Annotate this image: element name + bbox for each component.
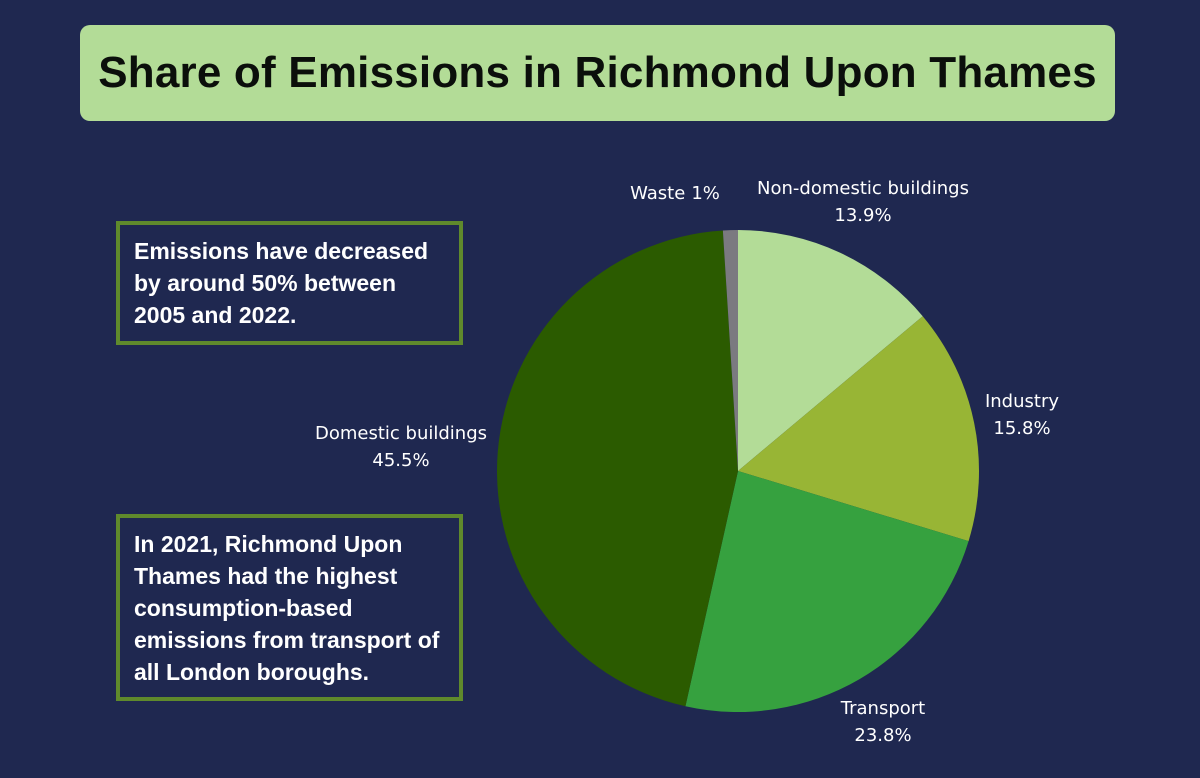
pie-slice-transport <box>685 471 969 713</box>
label-waste: Waste 1% <box>630 183 720 204</box>
label-industry-name: Industry <box>985 391 1059 412</box>
pie-slices <box>497 230 979 713</box>
pie-slice-industry <box>738 316 979 542</box>
label-non-domestic-name: Non-domestic buildings <box>757 178 969 199</box>
label-domestic-name: Domestic buildings <box>315 423 487 444</box>
label-transport-value: 23.8% <box>854 725 911 746</box>
note-transport-emissions: In 2021, Richmond Upon Thames had the hi… <box>116 514 463 701</box>
pie-slice-domestic-buildings <box>497 230 738 707</box>
page-title: Share of Emissions in Richmond Upon Tham… <box>98 48 1097 97</box>
title-banner: Share of Emissions in Richmond Upon Tham… <box>80 25 1115 121</box>
label-domestic-value: 45.5% <box>372 450 429 471</box>
pie-slice-waste <box>722 230 738 471</box>
label-non-domestic-value: 13.9% <box>834 205 891 226</box>
label-industry-value: 15.8% <box>993 418 1050 439</box>
label-waste-value: 1% <box>691 183 720 204</box>
note-emissions-decrease: Emissions have decreased by around 50% b… <box>116 221 463 345</box>
pie-slice-non-domestic-buildings <box>738 230 923 471</box>
label-transport-name: Transport <box>840 698 925 719</box>
label-waste-name: Waste <box>630 183 685 204</box>
